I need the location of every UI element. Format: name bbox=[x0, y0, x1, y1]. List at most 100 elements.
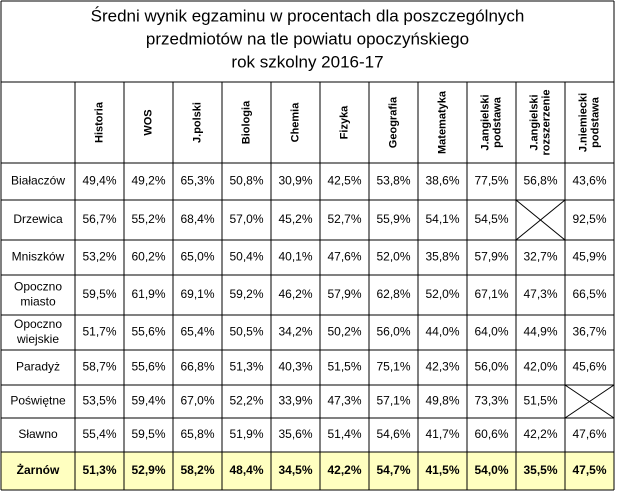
row-label: Opoczno bbox=[14, 317, 62, 331]
cell: 35,5% bbox=[523, 463, 557, 477]
cell: 33,9% bbox=[278, 394, 312, 408]
cell: 35,8% bbox=[425, 250, 459, 264]
cell: 52,0% bbox=[376, 250, 410, 264]
cell: 55,6% bbox=[131, 325, 165, 339]
cell: 42,0% bbox=[523, 360, 557, 374]
cell: 45,9% bbox=[572, 250, 606, 264]
cell: 60,6% bbox=[474, 427, 508, 441]
cell: 51,5% bbox=[327, 360, 361, 374]
cell: 51,5% bbox=[523, 394, 557, 408]
cell: 38,6% bbox=[425, 174, 459, 188]
cell: 59,4% bbox=[131, 394, 165, 408]
cell: 68,4% bbox=[180, 212, 214, 226]
cell: 47,6% bbox=[572, 427, 606, 441]
cell: 73,3% bbox=[474, 394, 508, 408]
cell: 56,0% bbox=[376, 325, 410, 339]
cross bbox=[515, 199, 566, 241]
cell: 54,7% bbox=[376, 463, 410, 477]
cell: 55,4% bbox=[82, 427, 116, 441]
cell: 41,5% bbox=[425, 463, 459, 477]
cell: 51,4% bbox=[327, 427, 361, 441]
cell: 59,2% bbox=[229, 287, 263, 301]
cell: 48,4% bbox=[229, 463, 263, 477]
column-header: J.polski bbox=[191, 102, 203, 143]
cell: 67,0% bbox=[180, 394, 214, 408]
cell: 35,6% bbox=[278, 427, 312, 441]
cell: 56,0% bbox=[474, 360, 508, 374]
column-header: Matematyka bbox=[436, 90, 448, 154]
cell: 43,6% bbox=[572, 174, 606, 188]
cross bbox=[564, 384, 615, 419]
row-label: miasto bbox=[20, 295, 56, 309]
cell: 65,3% bbox=[180, 174, 214, 188]
cell: 44,9% bbox=[523, 325, 557, 339]
cell: 57,9% bbox=[327, 287, 361, 301]
column-header: podstawa bbox=[589, 96, 601, 148]
column-header: J.niemiecki bbox=[577, 93, 589, 152]
cell: 53,2% bbox=[82, 250, 116, 264]
cell: 55,9% bbox=[376, 212, 410, 226]
cell: 51,3% bbox=[229, 360, 263, 374]
cell: 54,6% bbox=[376, 427, 410, 441]
cell: 42,3% bbox=[425, 360, 459, 374]
title-line: przedmiotów na tle powiatu opoczyńskiego bbox=[146, 29, 469, 48]
row-label: Paradyż bbox=[16, 360, 60, 374]
cell: 53,5% bbox=[82, 394, 116, 408]
cell: 45,2% bbox=[278, 212, 312, 226]
cell: 42,2% bbox=[327, 463, 361, 477]
row-label: Sławno bbox=[18, 427, 58, 441]
cell: 49,4% bbox=[82, 174, 116, 188]
title-line: Średni wynik egzaminu w procentach dla p… bbox=[91, 6, 525, 25]
column-header: J.angielski bbox=[479, 94, 491, 150]
cell: 47,3% bbox=[523, 287, 557, 301]
cell: 50,2% bbox=[327, 325, 361, 339]
cell: 51,9% bbox=[229, 427, 263, 441]
cell: 52,2% bbox=[229, 394, 263, 408]
cell: 65,4% bbox=[180, 325, 214, 339]
cell: 30,9% bbox=[278, 174, 312, 188]
title-line: rok szkolny 2016-17 bbox=[231, 52, 383, 71]
cell: 60,2% bbox=[131, 250, 165, 264]
cell: 55,2% bbox=[131, 212, 165, 226]
cell: 45,6% bbox=[572, 360, 606, 374]
cell: 75,1% bbox=[376, 360, 410, 374]
cell: 49,8% bbox=[425, 394, 459, 408]
cell: 50,4% bbox=[229, 250, 263, 264]
cell: 51,7% bbox=[82, 325, 116, 339]
cell: 61,9% bbox=[131, 287, 165, 301]
column-header: J.angielski bbox=[528, 94, 540, 150]
cell: 57,1% bbox=[376, 394, 410, 408]
cell: 92,5% bbox=[572, 212, 606, 226]
column-header: podstawa bbox=[491, 96, 503, 148]
cell: 54,1% bbox=[425, 212, 459, 226]
cell: 66,5% bbox=[572, 287, 606, 301]
cell: 55,6% bbox=[131, 360, 165, 374]
cell: 58,2% bbox=[180, 463, 214, 477]
cell: 36,7% bbox=[572, 325, 606, 339]
cell: 52,7% bbox=[327, 212, 361, 226]
cell: 41,7% bbox=[425, 427, 459, 441]
cell: 59,5% bbox=[82, 287, 116, 301]
cell: 53,8% bbox=[376, 174, 410, 188]
cell: 32,7% bbox=[523, 250, 557, 264]
cell: 42,2% bbox=[523, 427, 557, 441]
row-label: Białaczów bbox=[11, 174, 65, 188]
cell: 57,0% bbox=[229, 212, 263, 226]
cell: 47,5% bbox=[572, 463, 606, 477]
cell: 40,1% bbox=[278, 250, 312, 264]
cell: 77,5% bbox=[474, 174, 508, 188]
cell: 47,3% bbox=[327, 394, 361, 408]
column-header: Chemia bbox=[289, 102, 301, 143]
cell: 42,5% bbox=[327, 174, 361, 188]
column-header: rozszerzenie bbox=[540, 89, 552, 155]
column-header: Biologia bbox=[240, 100, 252, 144]
row-label: Poświętne bbox=[10, 394, 66, 408]
cell: 57,9% bbox=[474, 250, 508, 264]
cell: 65,8% bbox=[180, 427, 214, 441]
cell: 34,2% bbox=[278, 325, 312, 339]
cell: 50,8% bbox=[229, 174, 263, 188]
cell: 69,1% bbox=[180, 287, 214, 301]
cell: 59,5% bbox=[131, 427, 165, 441]
cell: 64,0% bbox=[474, 325, 508, 339]
